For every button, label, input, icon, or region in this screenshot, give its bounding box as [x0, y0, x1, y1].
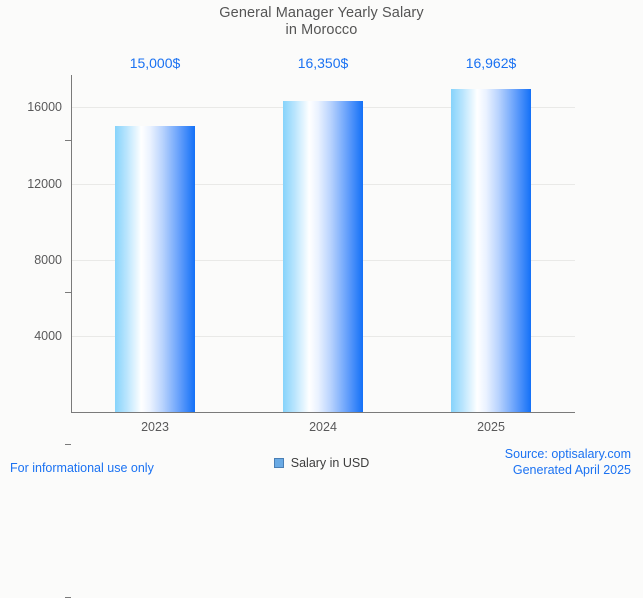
x-axis-line — [71, 412, 575, 413]
footer-generated: Generated April 2025 — [512, 462, 631, 477]
legend-swatch-icon — [273, 458, 284, 468]
footer-source-block: Source: optisalary.com Generated April 2… — [505, 447, 631, 478]
plot-area — [65, 75, 575, 598]
bar[interactable] — [115, 126, 195, 412]
y-axis-tick-mark — [65, 444, 71, 446]
legend-item-label: Salary in USD — [290, 456, 370, 470]
y-axis-tick-label: 12000 — [27, 176, 62, 191]
footer-source: Source: optisalary.com — [504, 447, 631, 461]
y-axis-tick-label: 8000 — [34, 252, 62, 267]
x-axis-tick-label: 2023 — [141, 420, 169, 434]
bar[interactable] — [451, 89, 531, 412]
footer-disclaimer: For informational use only — [10, 461, 154, 475]
legend-item-salary-in-usd[interactable]: Salary in USD — [273, 456, 370, 470]
y-axis-tick-label: 16000 — [27, 100, 62, 115]
chart-title: General Manager Yearly Salary in Morocco — [219, 5, 424, 38]
x-axis-tick-label: 2025 — [477, 420, 505, 434]
y-axis-tick-label: 4000 — [34, 328, 62, 343]
bar-value-label: 15,000$ — [129, 55, 181, 71]
bar[interactable] — [283, 100, 363, 412]
y-axis-tick-mark — [65, 292, 71, 294]
salary-bar-chart: General Manager Yearly Salary in Morocco… — [0, 5, 643, 598]
y-axis-tick-mark — [65, 139, 71, 141]
bar-value-label: 16,962$ — [465, 55, 517, 71]
x-axis-tick-label: 2024 — [309, 420, 337, 434]
bar-value-label: 16,350$ — [297, 55, 349, 71]
chart-legend: Salary in USD — [0, 456, 643, 470]
y-axis-line — [71, 75, 72, 413]
